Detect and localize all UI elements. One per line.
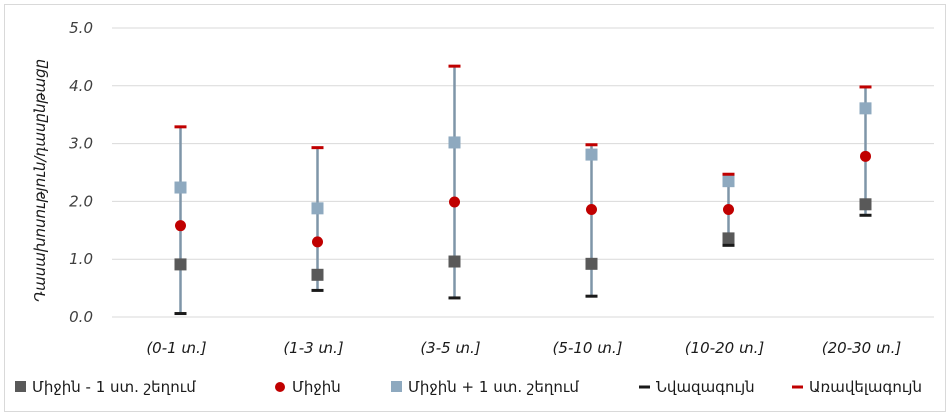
error-bars: [179, 66, 867, 314]
point-mean: [723, 203, 734, 215]
point-mean: [860, 150, 871, 162]
point-mean-minus-sd: [174, 258, 187, 271]
point-mean-plus-sd: [722, 175, 735, 188]
legend-label: Միջին + 1 ստ. շեղում: [408, 378, 579, 396]
gridlines: [112, 27, 934, 318]
legend-square-icon: [15, 381, 26, 392]
chart-frame: 0.0 1.0 2.0 3.0 4.0 5.0 Դասախոսություն/դասընթ…: [4, 4, 946, 412]
legend-label: Նվազագույն: [656, 378, 755, 396]
point-mean-plus-sd: [448, 136, 461, 149]
point-mean: [449, 196, 460, 208]
y-axis-label: Դասախոսություն/դասընթացը: [31, 59, 49, 302]
legend-square-icon: [391, 381, 402, 392]
y-tick-label: 4.0: [69, 77, 93, 95]
point-mean-plus-sd: [585, 148, 598, 161]
legend-item: Առավելագույն: [792, 378, 922, 396]
point-mean-minus-sd: [722, 232, 735, 245]
point-mean-minus-sd: [859, 198, 872, 211]
point-mean: [586, 203, 597, 215]
legend-circle-icon: [275, 382, 285, 392]
legend-label: Առավելագույն: [809, 378, 922, 396]
point-mean-plus-sd: [859, 102, 872, 115]
point-mean: [312, 236, 323, 248]
legend-item: Միջին + 1 ստ. շեղում: [391, 378, 579, 396]
y-tick-label: 2.0: [69, 192, 93, 210]
legend-label: Միջին: [292, 378, 341, 396]
y-tick-label: 0.0: [69, 308, 93, 326]
point-mean-plus-sd: [311, 202, 324, 215]
point-mean-minus-sd: [311, 268, 324, 281]
x-tick-label: (0-1 տ.]: [146, 339, 206, 357]
legend-item: Նվազագույն: [639, 378, 755, 396]
x-tick-label: (3-5 տ.]: [420, 339, 480, 357]
legend-item: Միջին: [275, 378, 341, 396]
x-tick-label: (5-10 տ.]: [553, 339, 623, 357]
point-mean: [175, 220, 186, 232]
x-tick-labels: (0-1 տ.] (1-3 տ.] (3-5 տ.] (5-10 տ.] (10-20 …: [146, 339, 901, 357]
point-mean-minus-sd: [448, 255, 461, 268]
point-mean-plus-sd: [174, 181, 187, 194]
point-mean-minus-sd: [585, 257, 598, 270]
x-tick-label: (20-30 տ.]: [822, 339, 902, 357]
legend: Միջին - 1 ստ. շեղում Միջին Միջին + 1 ստ. շ…: [15, 378, 922, 396]
legend-item: Միջին - 1 ստ. շեղում: [15, 378, 196, 396]
y-tick-label: 1.0: [69, 250, 93, 268]
y-tick-labels: 0.0 1.0 2.0 3.0 4.0 5.0: [69, 19, 93, 326]
y-tick-label: 5.0: [69, 19, 93, 37]
legend-label: Միջին - 1 ստ. շեղում: [32, 378, 196, 396]
x-tick-label: (10-20 տ.]: [685, 339, 765, 357]
data-points: [174, 64, 872, 316]
chart-plot: 0.0 1.0 2.0 3.0 4.0 5.0 Դասախոսություն/դասընթ…: [15, 19, 934, 396]
x-tick-label: (1-3 տ.]: [283, 339, 343, 357]
y-tick-label: 3.0: [69, 135, 93, 153]
